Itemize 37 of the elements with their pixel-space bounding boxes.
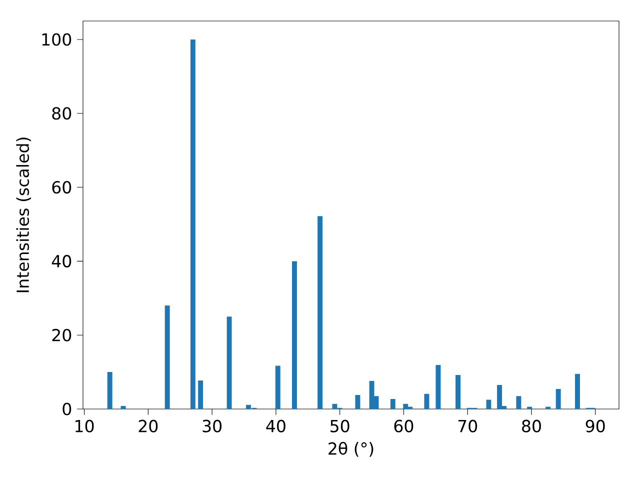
- bar: [107, 372, 112, 409]
- x-tick-label: 20: [138, 420, 158, 432]
- bar: [497, 384, 502, 409]
- bar: [318, 216, 323, 409]
- x-tick-label: 80: [522, 420, 541, 432]
- bar: [198, 380, 204, 409]
- bar: [120, 406, 126, 409]
- y-tick-label: 60: [52, 181, 72, 194]
- bar: [190, 39, 196, 409]
- bar: [516, 396, 522, 409]
- y-tick-label: 40: [52, 254, 72, 268]
- y-tick-label: 100: [42, 33, 72, 46]
- x-tick-label: 40: [266, 420, 286, 432]
- x-tick-label: 70: [458, 420, 478, 432]
- bar: [390, 399, 396, 409]
- x-axis-title: 2θ (°): [328, 442, 374, 457]
- x-tick-label: 10: [76, 420, 94, 432]
- y-tick-label: 80: [52, 107, 72, 120]
- bar: [403, 404, 408, 409]
- x-tick-label: 60: [394, 420, 414, 432]
- bar: [574, 374, 580, 409]
- x-tick-label: 30: [202, 420, 222, 432]
- x-tick-label: 50: [330, 420, 350, 432]
- bar: [275, 366, 280, 409]
- bar: [424, 394, 430, 409]
- x-tick-label: 90: [586, 420, 605, 432]
- bar: [436, 365, 441, 409]
- bar: [164, 306, 170, 409]
- y-axis-title: Intensities (scaled): [16, 138, 32, 292]
- bar: [226, 316, 232, 409]
- bar: [556, 389, 561, 409]
- y-tick-label: 20: [52, 328, 72, 342]
- bar: [292, 261, 297, 409]
- bar: [369, 380, 374, 409]
- bar: [456, 375, 461, 409]
- y-tick-label: 0: [62, 402, 72, 416]
- bar: [355, 394, 360, 409]
